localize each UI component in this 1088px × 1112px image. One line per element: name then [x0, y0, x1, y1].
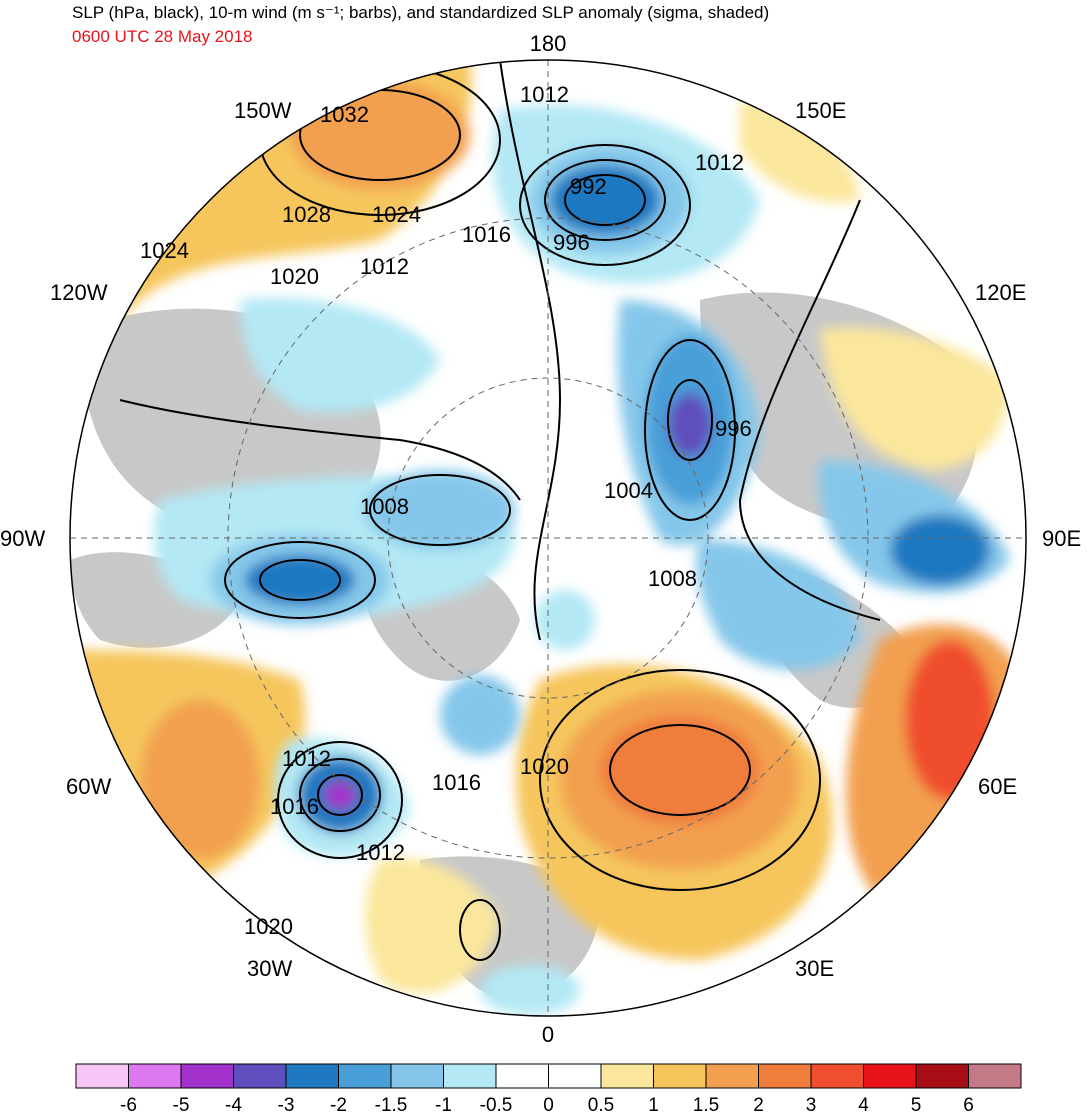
colorbar-tick-label: 0.5 [588, 1095, 614, 1112]
lon-label-30w: 30W [247, 956, 292, 981]
slp-isobars [119, 60, 881, 961]
colorbar-swatch [495, 1063, 549, 1089]
colorbar-swatch [915, 1063, 969, 1089]
colorbar-tick-label: -4 [225, 1095, 242, 1112]
isobar-label: 996 [553, 230, 590, 255]
colorbar-tick-label: 2 [753, 1095, 764, 1112]
colorbar-swatch [758, 1063, 812, 1089]
isobar-label: 1008 [360, 494, 409, 519]
isobar-label: 1024 [372, 202, 421, 227]
isobar-label: 1012 [520, 82, 569, 107]
isobar-label: 1016 [462, 222, 511, 247]
colorbar-swatch [285, 1063, 339, 1089]
lon-label-120e: 120E [975, 280, 1026, 305]
colorbar-swatch [863, 1063, 917, 1089]
isobar-label: 996 [715, 416, 752, 441]
colorbar-tick-label: 5 [911, 1095, 922, 1112]
isobar-label: 1024 [140, 238, 189, 263]
isobar-label: 1016 [432, 770, 481, 795]
lon-label-bottom: 0 [542, 1022, 554, 1047]
colorbar-tick-label: -5 [173, 1095, 190, 1112]
lon-label-60e: 60E [978, 774, 1017, 799]
colorbar-tick-label: 4 [858, 1095, 869, 1112]
isobar-label: 1020 [244, 914, 293, 939]
lon-label-top: 180 [530, 31, 567, 56]
colorbar-tick-label: 1.5 [693, 1095, 719, 1112]
isobar-label: 992 [570, 174, 607, 199]
isobar-label: 1008 [648, 566, 697, 591]
chart-title: SLP (hPa, black), 10-m wind (m s⁻¹; barb… [72, 3, 770, 22]
colorbar-swatch [968, 1063, 1022, 1089]
valid-time: 0600 UTC 28 May 2018 [72, 27, 253, 46]
colorbar-swatch [600, 1063, 654, 1089]
isobar-label: 1016 [270, 794, 319, 819]
colorbar-swatch [810, 1063, 864, 1089]
colorbar-swatch [180, 1063, 234, 1089]
colorbar-swatch [653, 1063, 707, 1089]
colorbar-swatch [233, 1063, 287, 1089]
colorbar-swatch [443, 1063, 497, 1089]
isobar-label: 1020 [270, 264, 319, 289]
map-disk [70, 60, 1026, 1016]
colorbar: -6 -5 -4 -3 -2 -1.5 -1 -0.5 0 0.5 1 1.5 2 3 4 5 6 [75, 1063, 1022, 1112]
isobar-label: 1012 [360, 254, 409, 279]
colorbar-tick-label: -1.5 [375, 1095, 408, 1112]
colorbar-swatch [705, 1063, 759, 1089]
lon-label-150w: 150W [234, 98, 292, 123]
colorbar-tick-label: 3 [806, 1095, 817, 1112]
colorbar-tick-label: 0 [543, 1095, 554, 1112]
lon-label-120w: 120W [50, 280, 108, 305]
isobar-label: 1012 [282, 746, 331, 771]
colorbar-tick-label: -1 [435, 1095, 452, 1112]
colorbar-tick-label: -6 [120, 1095, 137, 1112]
colorbar-swatch [338, 1063, 392, 1089]
isobar-label: 1004 [604, 478, 653, 503]
colorbar-tick-label: 6 [963, 1095, 974, 1112]
lon-label-30e: 30E [795, 956, 834, 981]
isobar-label: 1012 [695, 150, 744, 175]
longitude-labels: 180 0 90W 90E 150W 150E 120W 120E 60W 60… [0, 31, 1081, 1047]
lon-label-left: 90W [0, 526, 45, 551]
colorbar-swatch [548, 1063, 602, 1089]
isobar-label: 1028 [282, 202, 331, 227]
colorbar-tick-label: -3 [278, 1095, 295, 1112]
colorbar-swatch [75, 1063, 129, 1089]
lon-label-60w: 60W [66, 774, 111, 799]
lon-label-150e: 150E [795, 98, 846, 123]
isobar-label: 1020 [520, 754, 569, 779]
map-border [69, 59, 1027, 1017]
graticule [70, 60, 1026, 1016]
colorbar-tick-label: -0.5 [480, 1095, 513, 1112]
colorbar-tick-label: 1 [648, 1095, 659, 1112]
isobar-label: 1032 [320, 102, 369, 127]
colorbar-swatch [128, 1063, 182, 1089]
colorbar-tick-label: -2 [330, 1095, 347, 1112]
colorbar-swatch [390, 1063, 444, 1089]
isobar-label: 1012 [356, 840, 405, 865]
isobar-labels: 1032 1012 1012 1028 1024 1016 992 996 10… [140, 82, 752, 939]
lon-label-right: 90E [1042, 526, 1081, 551]
